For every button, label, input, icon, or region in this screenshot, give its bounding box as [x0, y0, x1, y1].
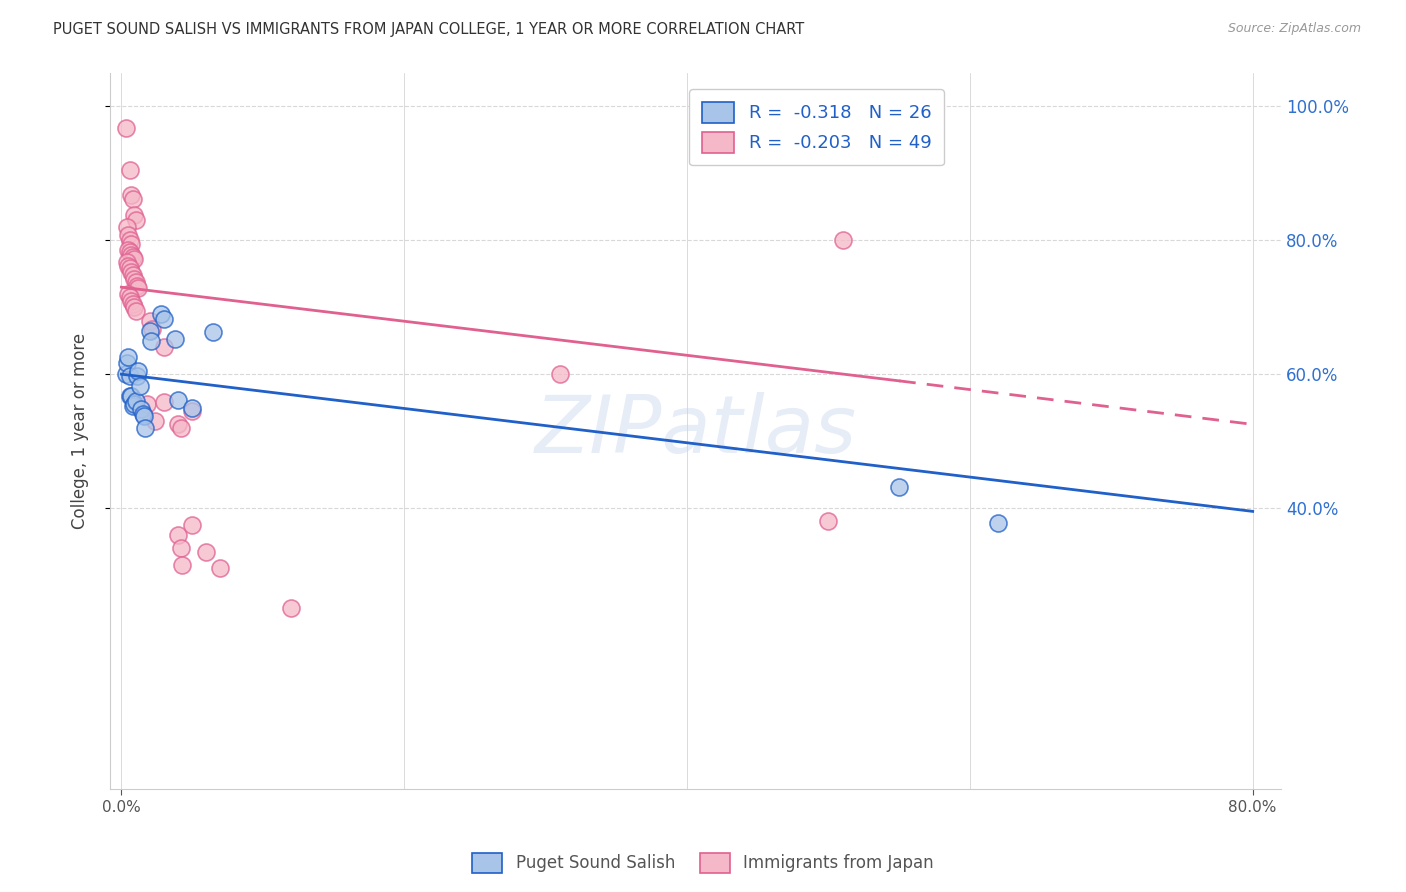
Point — [114, 120, 136, 135]
Point — [122, 300, 145, 314]
Point — [170, 421, 193, 435]
Point — [114, 367, 136, 381]
Point — [127, 281, 149, 295]
Point — [122, 397, 145, 411]
Point — [117, 244, 139, 258]
Point — [153, 311, 176, 326]
Point — [280, 601, 302, 615]
Point — [121, 192, 143, 206]
Text: ZIPatlas: ZIPatlas — [534, 392, 856, 470]
Point — [122, 272, 145, 286]
Point — [149, 307, 172, 321]
Point — [121, 297, 143, 311]
Point — [139, 334, 162, 348]
Point — [125, 278, 148, 293]
Point — [118, 290, 141, 304]
Point — [118, 388, 141, 402]
Point — [118, 261, 141, 276]
Point — [129, 401, 152, 416]
Point — [121, 250, 143, 264]
Point — [548, 367, 571, 381]
Point — [128, 378, 150, 392]
Point — [115, 254, 138, 268]
Point — [117, 259, 139, 273]
Point — [134, 421, 156, 435]
Point — [117, 227, 139, 242]
Point — [118, 368, 141, 383]
Point — [167, 528, 190, 542]
Point — [889, 480, 911, 494]
Point — [202, 325, 225, 339]
Point — [181, 404, 204, 418]
Point — [120, 236, 142, 251]
Text: Source: ZipAtlas.com: Source: ZipAtlas.com — [1227, 22, 1361, 36]
Point — [120, 388, 142, 402]
Point — [132, 409, 155, 423]
Point — [167, 417, 190, 432]
Y-axis label: College, 1 year or more: College, 1 year or more — [72, 333, 89, 529]
Point — [124, 275, 146, 289]
Point — [172, 558, 194, 572]
Point — [121, 399, 143, 413]
Point — [118, 233, 141, 247]
Point — [120, 248, 142, 262]
Point — [167, 392, 190, 407]
Point — [135, 397, 157, 411]
Point — [131, 407, 153, 421]
Point — [125, 368, 148, 383]
Text: PUGET SOUND SALISH VS IMMIGRANTS FROM JAPAN COLLEGE, 1 YEAR OR MORE CORRELATION : PUGET SOUND SALISH VS IMMIGRANTS FROM JA… — [53, 22, 804, 37]
Point — [120, 187, 142, 202]
Point — [195, 544, 218, 558]
Point — [122, 208, 145, 222]
Point — [127, 364, 149, 378]
Point — [141, 321, 163, 335]
Point — [115, 356, 138, 370]
Legend: Puget Sound Salish, Immigrants from Japan: Puget Sound Salish, Immigrants from Japa… — [465, 847, 941, 880]
Point — [138, 324, 160, 338]
Point — [817, 515, 839, 529]
Point — [120, 265, 142, 279]
Point — [153, 395, 176, 409]
Point — [181, 401, 204, 415]
Point — [181, 517, 204, 532]
Point — [153, 340, 176, 354]
Point — [118, 163, 141, 178]
Point — [143, 414, 166, 428]
Point — [118, 245, 141, 260]
Point — [165, 332, 187, 346]
Point — [117, 351, 139, 365]
Point — [124, 303, 146, 318]
Point — [115, 219, 138, 234]
Point — [117, 286, 139, 301]
Point — [138, 313, 160, 327]
Point — [987, 516, 1010, 530]
Point — [209, 561, 232, 575]
Point — [831, 233, 853, 247]
Point — [122, 252, 145, 266]
Point — [121, 268, 143, 282]
Point — [124, 393, 146, 408]
Legend: R =  -0.318   N = 26, R =  -0.203   N = 49: R = -0.318 N = 26, R = -0.203 N = 49 — [689, 89, 943, 165]
Point — [124, 213, 146, 227]
Point — [170, 541, 193, 556]
Point — [120, 293, 142, 308]
